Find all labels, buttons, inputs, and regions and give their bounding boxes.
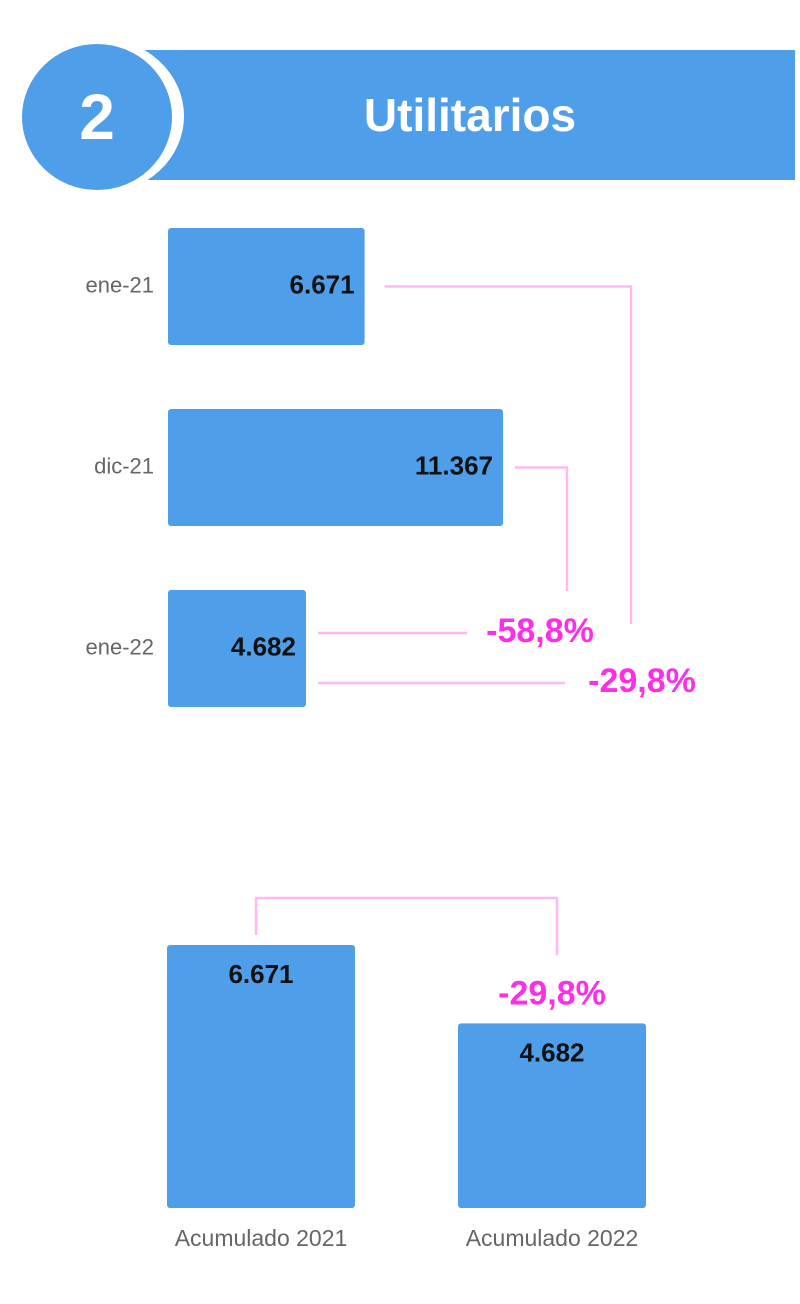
section-title: Utilitarios [363,89,577,141]
section-number-badge: 2 [22,44,172,190]
change-connector-2 [384,285,633,624]
value-label-acumulado-2021: 6.671 [228,959,293,989]
bar-dic-21 [168,409,503,526]
bar-ene-21 [168,228,365,345]
category-label-acumulado-2021: Acumulado 2021 [175,1225,348,1251]
value-label-ene-21: 6.671 [290,269,355,299]
change-connector-3 [254,896,559,956]
header-band [140,50,795,180]
bar-ene-22 [168,590,306,707]
category-label-ene-22: ene-22 [85,634,154,659]
change-label-3: -29,8% [498,974,606,1012]
bar-acumulado-2022 [458,1023,646,1208]
change-label-2: -29,8% [588,662,696,700]
value-label-ene-22: 4.682 [231,631,296,661]
category-label-acumulado-2022: Acumulado 2022 [466,1225,639,1251]
value-label-acumulado-2022: 4.682 [519,1037,584,1067]
cumulative-bar-chart: 6.671 Acumulado 2021 4.682 Acumulado 2022 -2… [167,896,646,1251]
category-label-dic-21: dic-21 [94,453,154,478]
bar-acumulado-2021 [167,945,355,1208]
change-label-1: -58,8% [486,612,594,650]
change-connector-1 [515,466,569,591]
category-label-ene-21: ene-21 [85,272,154,297]
monthly-bar-chart: 6.671 ene-21 11.367 dic-21 4.682 ene-22 -58,8%… [85,228,696,707]
value-label-dic-21: 11.367 [415,450,493,480]
